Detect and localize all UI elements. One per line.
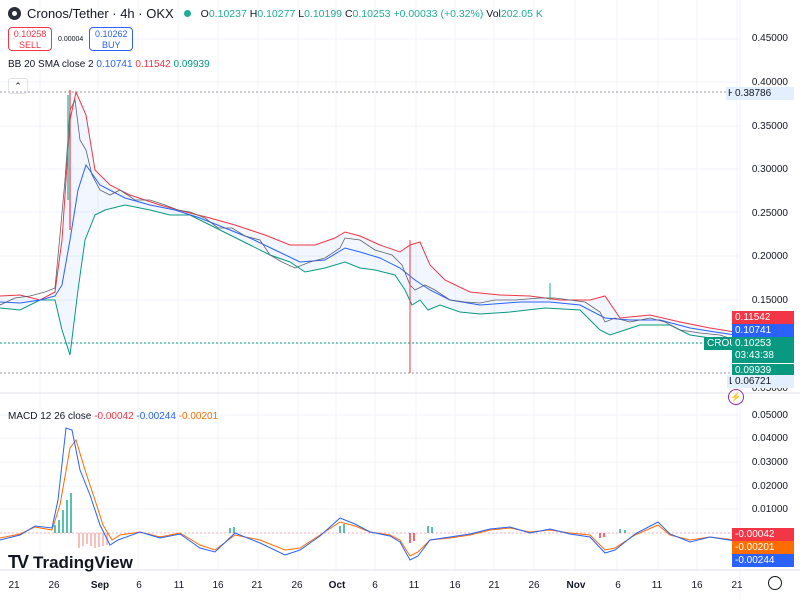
buy-button[interactable]: 0.10262 BUY xyxy=(89,27,134,51)
trade-buttons: 0.10258 SELL 0.00004 0.10262 BUY xyxy=(8,27,134,51)
lightning-icon[interactable]: ⚡ xyxy=(728,389,744,405)
bb-legend[interactable]: BB 20 SMA close 2 0.10741 0.11542 0.0993… xyxy=(8,59,210,70)
bb-upper-label: 0.11542 xyxy=(732,311,794,324)
macd-signal-label: -0.00201 xyxy=(732,541,794,554)
market-open-status-icon xyxy=(183,10,191,17)
low-value: 0.06721 xyxy=(732,375,794,388)
symbol-title[interactable]: Cronos/Tether · 4h · OKX xyxy=(27,6,174,21)
tradingview-watermark: TV TradingView xyxy=(8,552,133,572)
chevron-up-icon: ⌃ xyxy=(14,81,22,91)
spread-value: 0.00004 xyxy=(58,35,84,43)
bb-lower-label: 0.09939 xyxy=(732,364,794,377)
tradingview-logo-icon: TV xyxy=(8,552,29,572)
last-price-label: 0.10253 03:43:38 xyxy=(732,337,794,363)
macd-hist-label: -0.00042 xyxy=(732,528,794,541)
settings-gear-icon[interactable] xyxy=(768,576,782,590)
high-value: 0.38786 xyxy=(732,87,794,100)
macd-line-label: -0.00244 xyxy=(732,554,794,567)
ohlc-values: O0.10237 H0.10277 L0.10199 C0.10253 +0.0… xyxy=(200,7,543,20)
collapse-legend-button[interactable]: ⌃ xyxy=(8,78,28,94)
macd-legend[interactable]: MACD 12 26 close -0.00042 -0.00244 -0.00… xyxy=(8,411,219,422)
cronos-logo-icon xyxy=(8,7,21,20)
chart-header: Cronos/Tether · 4h · OKX O0.10237 H0.102… xyxy=(8,6,543,21)
bb-basis-label: 0.10741 xyxy=(732,324,794,337)
sell-button[interactable]: 0.10258 SELL xyxy=(8,27,52,51)
